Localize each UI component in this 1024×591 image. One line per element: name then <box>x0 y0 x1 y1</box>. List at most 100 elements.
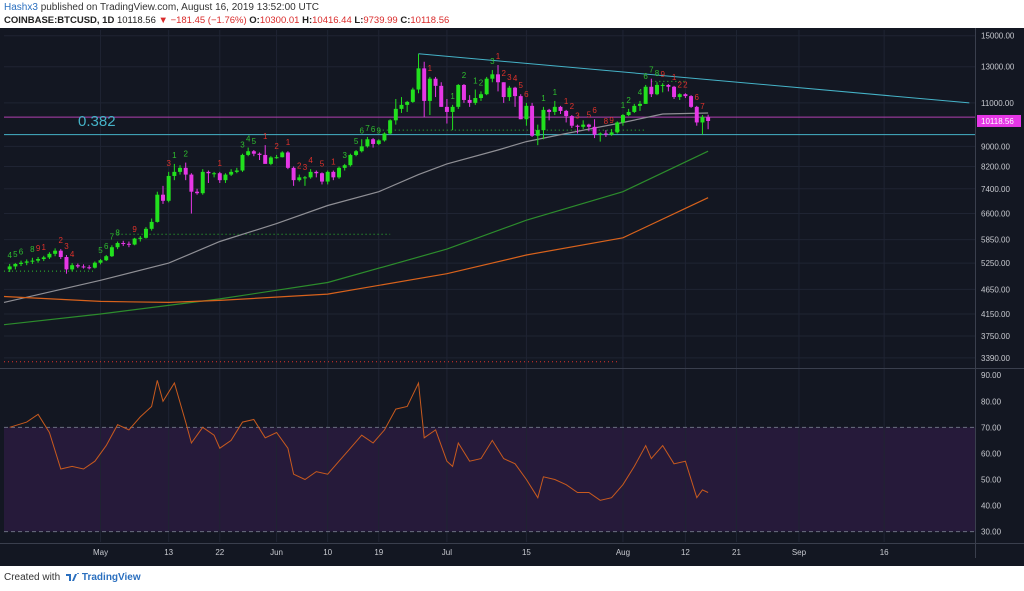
candle <box>24 259 29 266</box>
candle-body <box>263 154 268 164</box>
candle-body <box>297 177 302 181</box>
candle <box>337 166 342 179</box>
candle-body <box>348 154 353 166</box>
td-count-label: 1 <box>172 151 177 160</box>
candle <box>246 147 251 157</box>
candle <box>586 123 591 132</box>
td-count-label: 4 <box>7 251 12 260</box>
candle-body <box>53 250 58 254</box>
candle <box>450 104 455 131</box>
td-count-label: 2 <box>297 162 302 171</box>
candle-body <box>655 84 659 95</box>
candle-body <box>138 237 143 239</box>
td-count-label: 2 <box>626 96 631 105</box>
close-value: 10118.56 <box>410 15 450 26</box>
td-count-label: 1 <box>450 92 455 101</box>
candle-body <box>47 253 52 258</box>
candle-body <box>331 171 336 178</box>
candle <box>354 149 359 157</box>
candle-body <box>569 116 574 126</box>
candle <box>263 145 268 164</box>
price-tick-label: 5850.00 <box>981 236 1010 245</box>
td-count-label: 6 <box>524 90 529 99</box>
candle-body <box>155 194 160 222</box>
candle-body <box>552 106 557 112</box>
candle <box>427 76 432 116</box>
high-value: 10416.44 <box>312 15 352 26</box>
candle <box>598 132 603 142</box>
candle-body <box>251 151 256 154</box>
td-count-label: 7 <box>110 232 115 241</box>
candle <box>212 171 217 178</box>
trendline <box>418 53 970 104</box>
candle-body <box>189 174 194 192</box>
td-count-label: 2 <box>462 71 467 80</box>
moving-average-line <box>3 197 709 304</box>
open-label: O: <box>249 15 260 26</box>
candle <box>92 261 97 269</box>
candle-body <box>518 96 523 120</box>
td-count-label: 2 <box>59 236 64 245</box>
candle-body <box>314 171 319 174</box>
candle-body <box>649 86 654 95</box>
candle-body <box>660 84 665 86</box>
td-count-label: 2 <box>677 80 682 89</box>
candle <box>518 94 523 120</box>
candle <box>325 170 330 185</box>
symbol-label: COINBASE:BTCUSD, 1D <box>4 15 115 26</box>
td-count-label: 1 <box>42 243 47 252</box>
candle-body <box>280 152 285 158</box>
td-count-label: 1 <box>621 101 626 110</box>
candle-body <box>427 78 432 101</box>
candle <box>422 61 427 118</box>
publish-line: Hashx3 published on TradingView.com, Aug… <box>4 2 319 13</box>
candle-body <box>291 167 296 181</box>
candle <box>234 167 239 174</box>
candle-body <box>285 152 290 168</box>
candle-body <box>450 106 455 112</box>
candle <box>195 188 200 195</box>
td-count-label: 3 <box>490 57 495 66</box>
candle-body <box>178 167 183 172</box>
price-tick-label: 4150.00 <box>981 310 1010 319</box>
td-count-label: 5 <box>354 137 359 146</box>
candle-body <box>467 99 472 103</box>
price-tick-label: 13000.00 <box>981 63 1015 72</box>
candle-body <box>632 105 637 112</box>
candle-body <box>598 133 603 135</box>
time-tick-label: 19 <box>374 548 383 557</box>
candle <box>75 263 80 269</box>
candle <box>172 163 177 181</box>
close-label: C: <box>400 15 411 26</box>
candle-body <box>382 133 387 141</box>
candle <box>104 255 109 262</box>
candle-body <box>121 243 126 245</box>
tradingview-brand-link[interactable]: TradingView <box>81 572 141 583</box>
candle-body <box>405 101 410 105</box>
author-link[interactable]: Hashx3 <box>4 2 38 13</box>
candle-body <box>393 108 398 121</box>
td-count-label: 8 <box>604 117 609 126</box>
candle <box>206 170 211 183</box>
candle <box>643 84 648 104</box>
price-tick-label: 15000.00 <box>981 32 1015 41</box>
td-count-label: 9 <box>132 225 137 234</box>
rsi-tick-label: 90.00 <box>981 371 1002 380</box>
candle <box>683 93 688 99</box>
chart-area[interactable]: 0.382 4 5 6 8 9 1 2 3 4 5 6 7 8 9 3 1 2 1 3 4 5 1 2 1 2 3 4 5 1 3 5 6 7 6 9… <box>0 28 1024 566</box>
time-tick-label: Jul <box>442 548 452 557</box>
candle-body <box>354 151 359 155</box>
candle <box>689 95 694 108</box>
candle-body <box>87 267 92 269</box>
candle <box>694 105 699 126</box>
candle-body <box>473 98 478 103</box>
candle <box>700 115 705 135</box>
candle <box>342 163 347 171</box>
candle <box>501 82 506 103</box>
td-count-label: 5 <box>320 159 325 168</box>
candle-body <box>246 151 251 155</box>
td-count-label: 8 <box>30 245 35 254</box>
candle-body <box>302 177 307 179</box>
candle-body <box>212 173 217 175</box>
